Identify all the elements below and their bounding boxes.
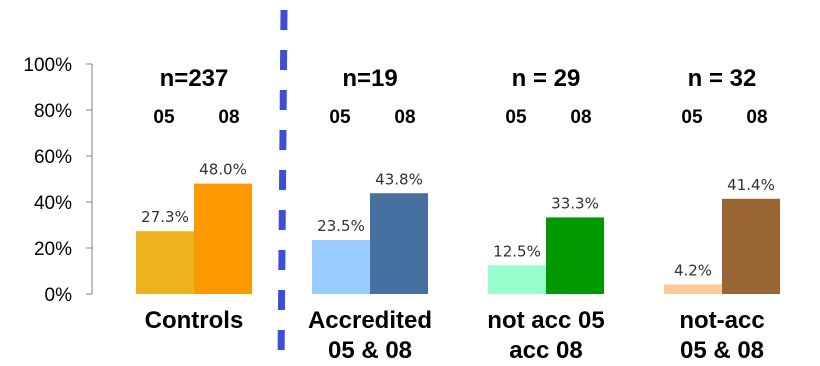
y-tick-label: 0%: [45, 285, 73, 306]
year-label: 08: [394, 107, 415, 128]
category-label: 05 & 08: [328, 337, 412, 364]
data-label: 23.5%: [317, 217, 365, 235]
year-label: 08: [218, 107, 239, 128]
y-tick-label: 100%: [23, 55, 72, 76]
data-label: 33.3%: [551, 194, 599, 212]
bar: [488, 265, 546, 294]
category-label: not acc 05: [487, 307, 604, 334]
data-label: 12.5%: [493, 242, 541, 260]
year-label: 05: [505, 107, 527, 128]
data-label: 4.2%: [674, 261, 712, 279]
y-tick-label: 60%: [34, 147, 72, 168]
divider-line: [277, 9, 288, 366]
category-label: Controls: [145, 307, 244, 334]
year-label: 05: [153, 107, 175, 128]
y-tick-label: 40%: [34, 193, 72, 214]
data-label: 41.4%: [727, 176, 775, 194]
bar: [546, 217, 604, 294]
category-label: acc 08: [509, 337, 582, 364]
category-label: Accredited: [308, 307, 432, 334]
category-label: not-acc: [679, 307, 764, 334]
bar: [312, 239, 370, 294]
category-label: 05 & 08: [680, 337, 764, 364]
year-label: 08: [746, 107, 767, 128]
n-label: n=19: [342, 65, 397, 92]
n-label: n = 32: [688, 65, 757, 92]
bar: [194, 183, 252, 294]
bar: [664, 284, 722, 294]
n-label: n = 29: [512, 65, 581, 92]
year-label: 05: [681, 107, 703, 128]
year-label: 08: [570, 107, 591, 128]
bar: [722, 198, 780, 294]
data-label: 43.8%: [375, 170, 423, 188]
n-label: n=237: [160, 65, 229, 92]
year-label: 05: [329, 107, 351, 128]
bar: [136, 231, 194, 294]
bar: [370, 193, 428, 294]
data-label: 27.3%: [141, 208, 189, 226]
y-tick-label: 20%: [34, 239, 72, 260]
y-tick-label: 80%: [34, 101, 72, 122]
data-label: 48.0%: [199, 161, 247, 179]
